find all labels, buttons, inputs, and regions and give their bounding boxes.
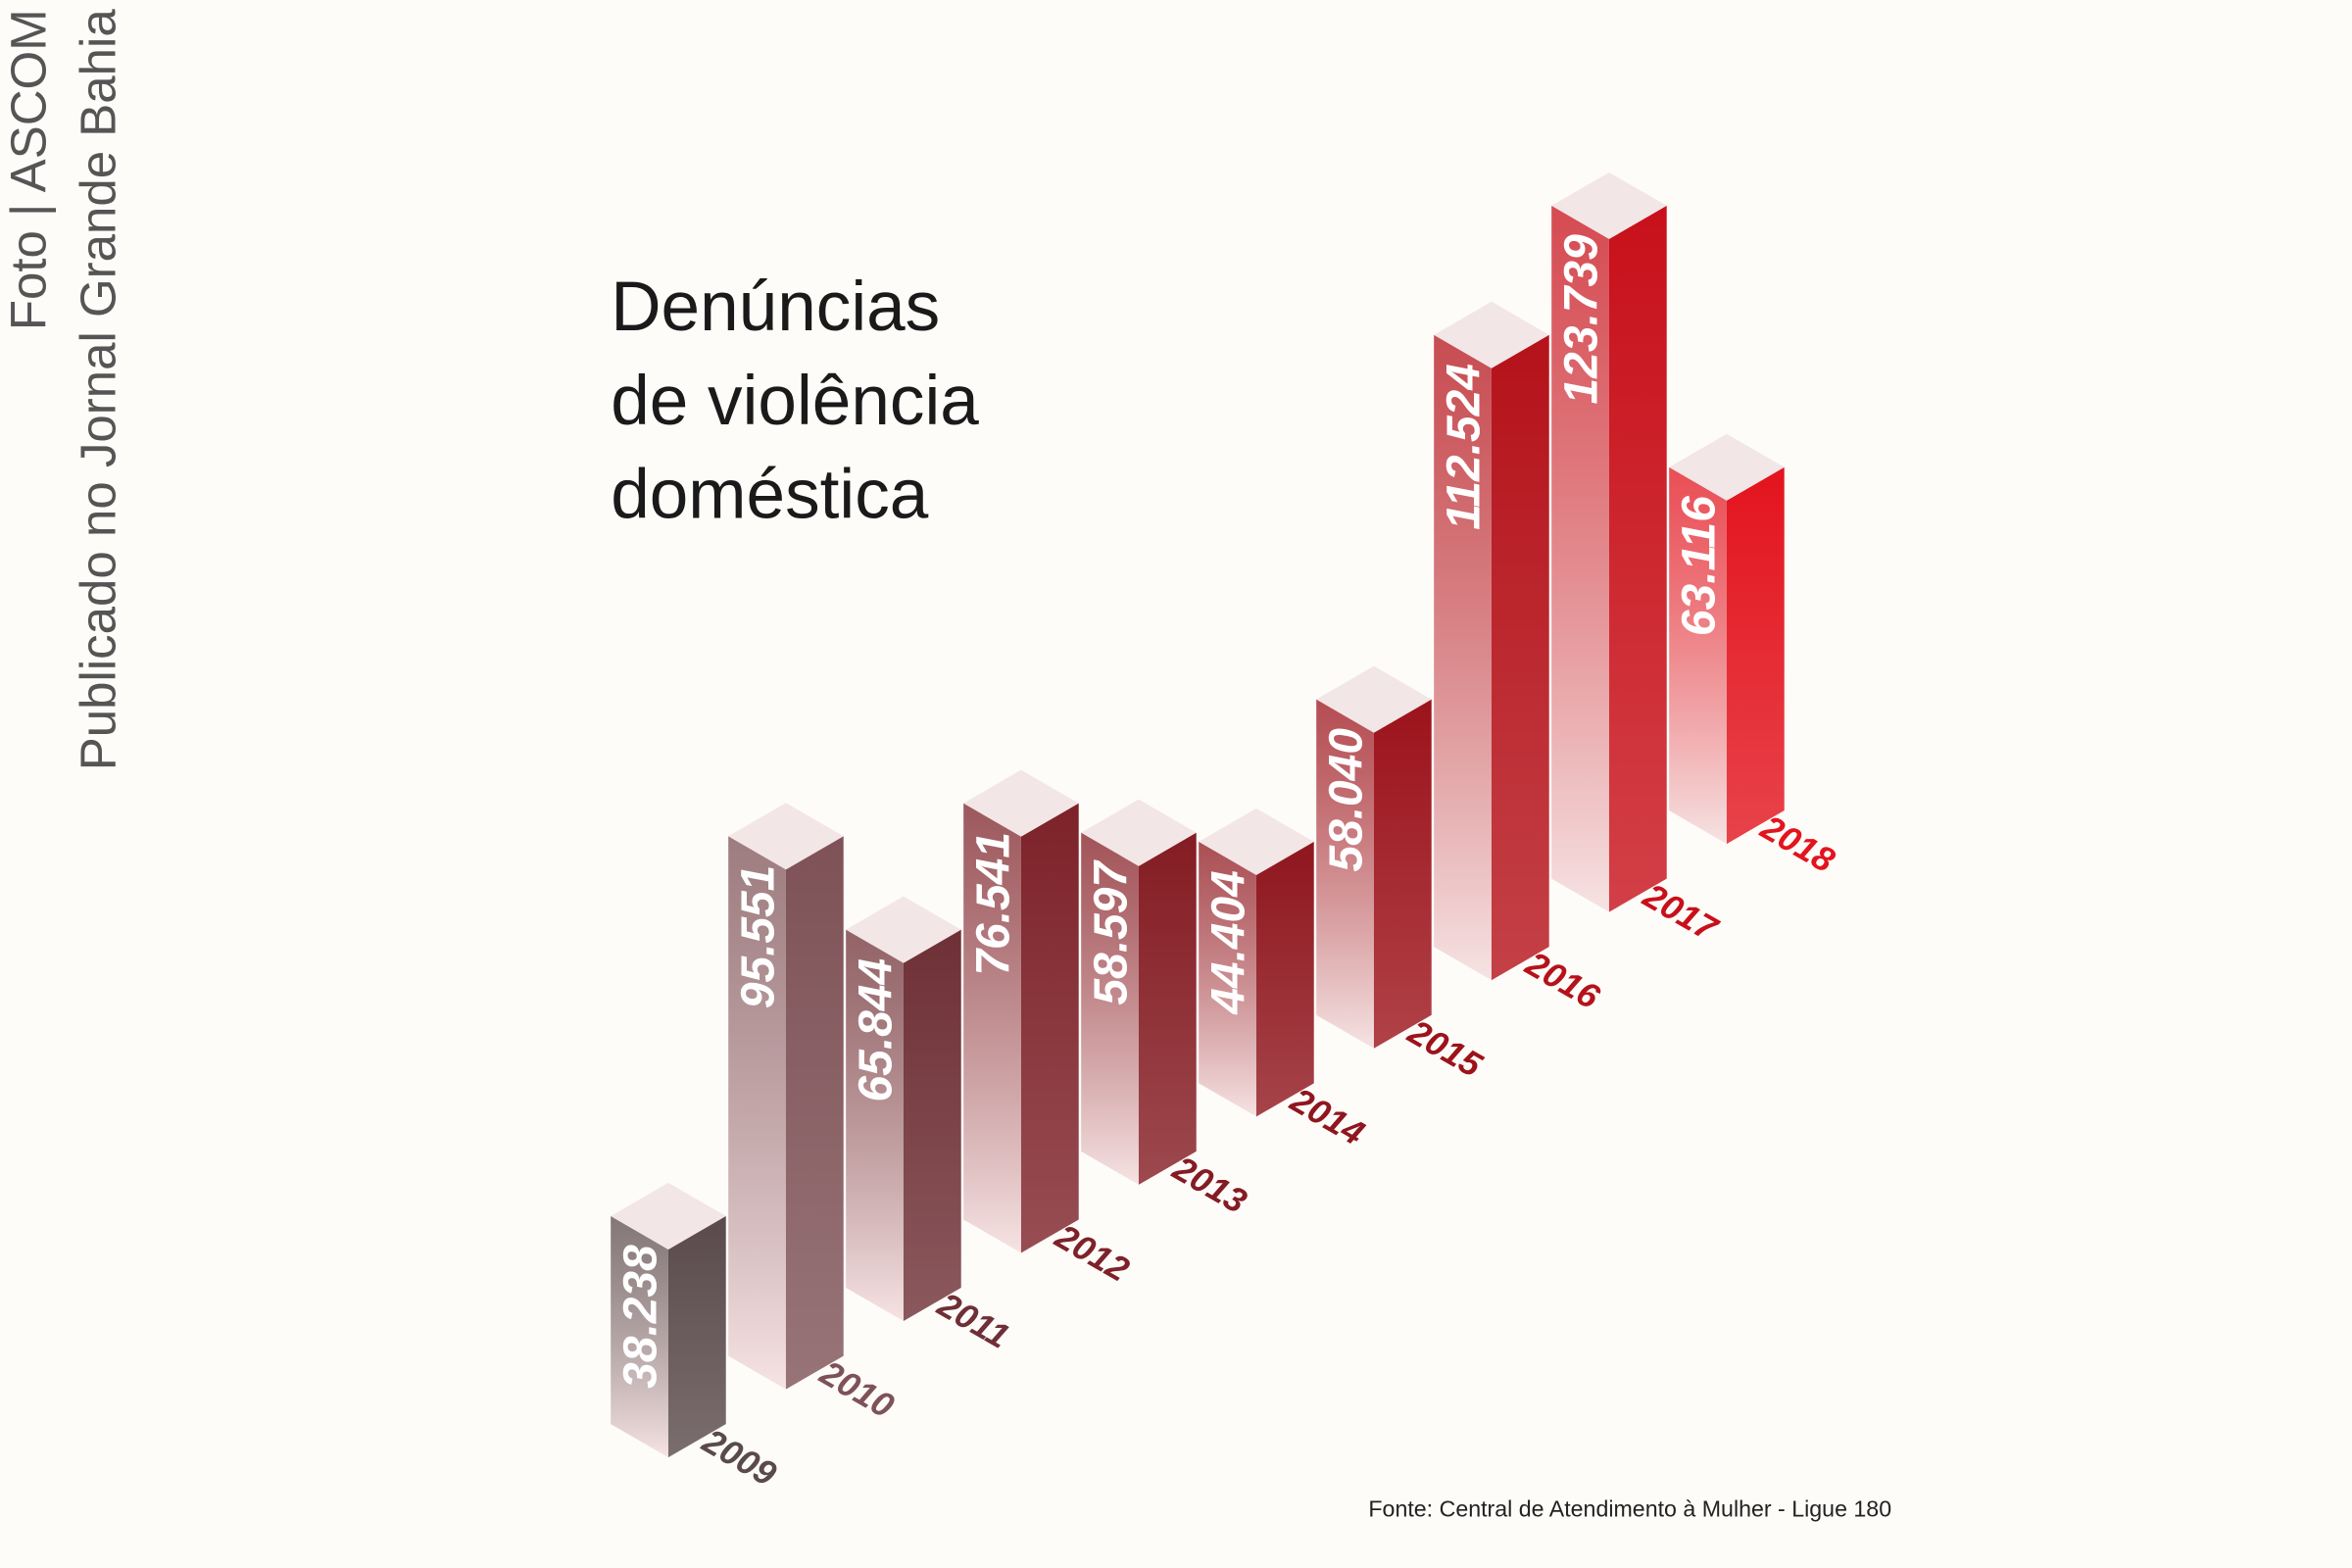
bar-left-face <box>846 929 904 1322</box>
bar-top-face <box>1081 799 1197 866</box>
source-note: Fonte: Central de Atendimento à Mulher -… <box>1368 1495 1891 1521</box>
bar-top-face <box>1551 172 1667 239</box>
bar-top-face <box>1199 808 1314 875</box>
chart-title: Denúncias <box>611 269 940 346</box>
credit: Foto | ASCOM <box>0 9 56 330</box>
bar-left-face <box>1551 205 1609 912</box>
bar-left-face <box>1199 841 1256 1117</box>
bar-right-face <box>667 1215 726 1458</box>
bar-left-face <box>1434 334 1492 981</box>
value-label: 58.597 <box>1086 859 1138 1005</box>
bar-right-face <box>1373 699 1432 1049</box>
value-label: 95.551 <box>733 865 785 1009</box>
bar-top-face <box>846 896 961 963</box>
value-label: 112.524 <box>1439 364 1491 530</box>
bar-left-face <box>611 1215 668 1458</box>
value-label: 38.238 <box>615 1245 667 1389</box>
credit: Publicado no Jornal Grande Bahia <box>71 9 126 771</box>
bar-right-face <box>1138 832 1197 1185</box>
bar-left-face <box>963 803 1021 1253</box>
bar-top-face <box>1669 433 1785 501</box>
value-label: 123.739 <box>1556 234 1608 405</box>
bar-right-face <box>1726 466 1785 845</box>
bar-right-face <box>1608 205 1667 912</box>
bar-top-face <box>728 803 844 870</box>
value-label: 44.404 <box>1203 870 1255 1015</box>
bar-left-face <box>728 836 786 1390</box>
bar-left-face <box>1669 466 1727 845</box>
bar-right-face <box>903 929 961 1322</box>
bar-right-face <box>1020 803 1079 1253</box>
chart-title: de violência <box>611 363 979 440</box>
value-label: 65.844 <box>851 958 903 1102</box>
bar-left-face <box>1316 699 1374 1049</box>
chart-title: doméstica <box>611 457 929 534</box>
value-label: 63.116 <box>1674 496 1726 636</box>
value-label: 76.541 <box>968 832 1020 976</box>
bar-right-face <box>1491 334 1549 981</box>
bar-left-face <box>1081 832 1139 1185</box>
bar-right-face <box>785 836 844 1390</box>
bar-right-face <box>1255 841 1314 1117</box>
value-label: 58.040 <box>1321 728 1373 872</box>
